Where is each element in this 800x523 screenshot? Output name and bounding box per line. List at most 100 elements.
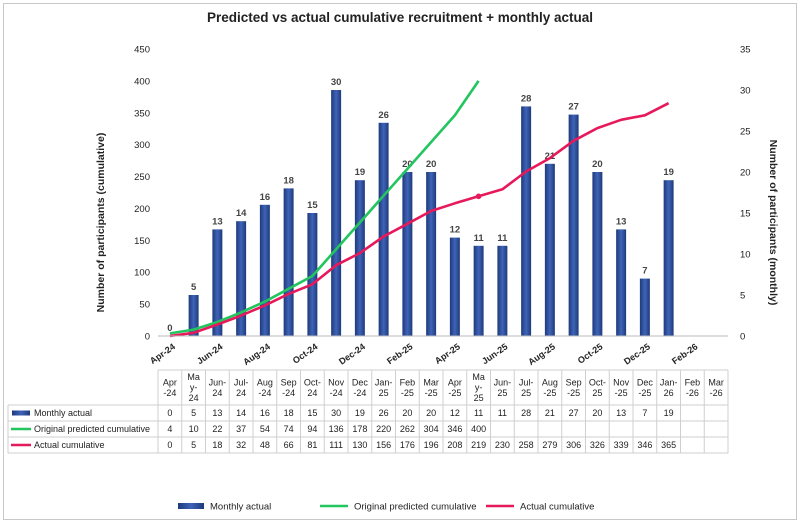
bar-monthly-actual bbox=[568, 114, 579, 336]
table-header-cell: Jun- bbox=[209, 377, 227, 387]
table-header-cell: Nov bbox=[328, 377, 345, 387]
bar-monthly-actual bbox=[354, 180, 365, 336]
bar-data-label: 20 bbox=[426, 159, 437, 170]
y-right-tick-label: 25 bbox=[740, 127, 751, 138]
table-value-cell: 13 bbox=[616, 408, 626, 418]
table-value-cell: 0 bbox=[167, 440, 172, 450]
chart-title: Predicted vs actual cumulative recruitme… bbox=[207, 10, 593, 25]
bar-data-label: 30 bbox=[331, 77, 342, 88]
table-value-cell: 20 bbox=[426, 408, 436, 418]
table-row-label: Original predicted cumulative bbox=[34, 424, 150, 434]
table-header-cell: -24 bbox=[330, 388, 343, 398]
bar-monthly-actual bbox=[236, 221, 247, 336]
x-tick-label: Dec-25 bbox=[622, 341, 652, 366]
table-value-cell: 7 bbox=[642, 408, 647, 418]
table-value-cell: 5 bbox=[191, 408, 196, 418]
table-header-cell: Sep bbox=[566, 377, 582, 387]
bar-data-label: 5 bbox=[191, 282, 197, 293]
bar-monthly-actual bbox=[188, 295, 199, 336]
x-tick-label: Feb-25 bbox=[385, 341, 415, 366]
x-tick-label: Oct-25 bbox=[576, 341, 605, 365]
table-header-cell: -24 bbox=[163, 388, 176, 398]
table-value-cell: 262 bbox=[400, 424, 415, 434]
table-header-cell: y- bbox=[190, 383, 198, 393]
y-right-tick-label: 15 bbox=[740, 209, 751, 220]
table-header-cell: Oct- bbox=[304, 377, 321, 387]
table-value-cell: 14 bbox=[236, 408, 246, 418]
table-header-cell: Apr bbox=[448, 377, 462, 387]
table-header-cell: -24 bbox=[353, 388, 366, 398]
x-tick-label: Jun-25 bbox=[480, 341, 510, 366]
table-value-cell: 111 bbox=[329, 440, 343, 450]
table-header-cell: 25 bbox=[497, 388, 507, 398]
table-value-cell: 339 bbox=[614, 440, 629, 450]
y-left-tick-label: 50 bbox=[139, 300, 150, 311]
bar-data-label: 18 bbox=[283, 175, 294, 186]
table-value-cell: 0 bbox=[167, 408, 172, 418]
table-key-monthly-actual bbox=[12, 410, 30, 416]
table-value-cell: 130 bbox=[352, 440, 367, 450]
bar-monthly-actual bbox=[521, 106, 532, 337]
table-value-cell: 18 bbox=[284, 408, 294, 418]
bar-data-label: 28 bbox=[521, 93, 532, 104]
bar-data-label: 15 bbox=[307, 200, 318, 211]
table-header-cell: 25 bbox=[521, 388, 531, 398]
table-value-cell: 26 bbox=[379, 408, 389, 418]
table-value-cell: 32 bbox=[236, 440, 246, 450]
bar-monthly-actual bbox=[283, 188, 294, 336]
table-value-cell: 20 bbox=[592, 408, 602, 418]
y-left-tick-label: 400 bbox=[134, 76, 150, 87]
x-tick-label: Feb-26 bbox=[670, 341, 700, 366]
bar-data-label: 0 bbox=[167, 323, 172, 334]
table-value-cell: 176 bbox=[400, 440, 415, 450]
table-value-cell: 12 bbox=[450, 408, 460, 418]
table-value-cell: 19 bbox=[355, 408, 365, 418]
bar-monthly-actual bbox=[497, 245, 508, 336]
x-tick-label: Oct-24 bbox=[291, 341, 320, 365]
table-header-cell: -24 bbox=[258, 388, 271, 398]
table-header-cell: Sep bbox=[281, 377, 297, 387]
table-value-cell: 156 bbox=[376, 440, 391, 450]
series-line-actual-cumulative bbox=[169, 102, 670, 338]
y-left-axis-title: Number of participants (cumulative) bbox=[95, 133, 107, 313]
series-marker-actual-cumulative bbox=[475, 193, 482, 200]
x-tick-label: Jun-24 bbox=[195, 341, 225, 366]
bar-data-label: 7 bbox=[642, 266, 647, 277]
table-header-cell: 26 bbox=[664, 388, 674, 398]
table-value-cell: 178 bbox=[352, 424, 367, 434]
table-value-cell: 230 bbox=[495, 440, 510, 450]
table-value-cell: 208 bbox=[447, 440, 462, 450]
table-header-cell: Jul- bbox=[519, 377, 534, 387]
table-header-cell: Feb bbox=[685, 377, 701, 387]
y-left-tick-label: 150 bbox=[134, 236, 150, 247]
bar-monthly-actual bbox=[473, 245, 484, 336]
table-value-cell: 27 bbox=[569, 408, 579, 418]
table-value-cell: 346 bbox=[637, 440, 652, 450]
table-header-cell: 24 bbox=[307, 388, 317, 398]
table-value-cell: 304 bbox=[424, 424, 439, 434]
bar-monthly-actual bbox=[426, 172, 437, 336]
table-value-cell: 11 bbox=[474, 408, 483, 418]
y-right-tick-label: 10 bbox=[740, 250, 751, 261]
table-value-cell: 28 bbox=[521, 408, 531, 418]
table-value-cell: 306 bbox=[566, 440, 581, 450]
legend-label: Actual cumulative bbox=[520, 502, 594, 513]
table-header-cell: Apr bbox=[163, 377, 177, 387]
y-right-tick-label: 35 bbox=[740, 45, 751, 56]
bar-monthly-actual bbox=[616, 229, 627, 336]
bar-data-label: 11 bbox=[474, 233, 485, 244]
table-header-cell: Jun- bbox=[494, 377, 512, 387]
table-value-cell: 4 bbox=[167, 424, 172, 434]
legend-label: Monthly actual bbox=[210, 502, 271, 513]
bar-data-label: 20 bbox=[592, 159, 603, 170]
bar-monthly-actual bbox=[544, 163, 555, 336]
table-header-cell: Mar bbox=[708, 377, 724, 387]
table-header-cell: -24 bbox=[282, 388, 295, 398]
table-value-cell: 279 bbox=[542, 440, 557, 450]
table-header-cell: y- bbox=[475, 383, 483, 393]
y-right-tick-label: 0 bbox=[740, 332, 745, 343]
table-value-cell: 220 bbox=[376, 424, 391, 434]
table-value-cell: 15 bbox=[307, 408, 317, 418]
table-value-cell: 22 bbox=[212, 424, 222, 434]
